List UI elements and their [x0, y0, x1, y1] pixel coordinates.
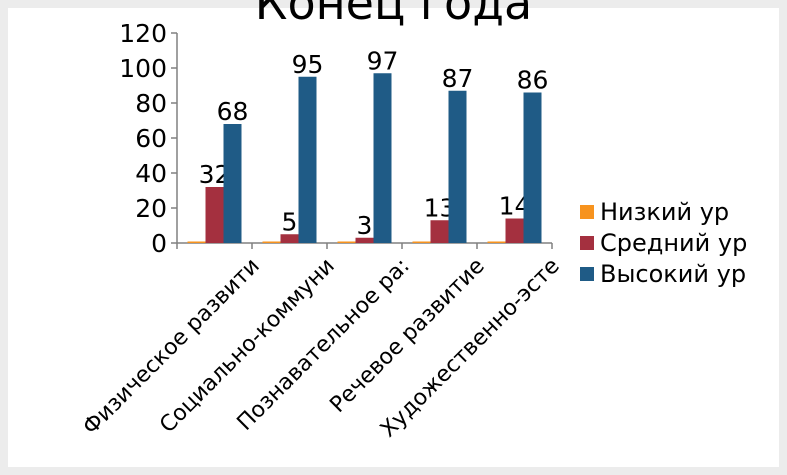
legend-swatch — [580, 267, 594, 281]
bar-medium — [280, 234, 299, 243]
bar-medium — [505, 218, 524, 243]
bar-high — [298, 76, 317, 243]
bar-medium — [205, 187, 224, 243]
bar-low — [337, 241, 356, 243]
bar-low — [187, 241, 206, 243]
bar-low — [487, 241, 506, 243]
y-tick-label: 120 — [119, 19, 167, 48]
bar-high — [448, 90, 467, 243]
bar-medium — [355, 237, 374, 243]
y-tick-label: 60 — [135, 124, 167, 153]
bar-high — [223, 124, 242, 243]
bar-low — [412, 241, 431, 243]
data-label: 87 — [442, 64, 474, 93]
data-label: 86 — [517, 66, 549, 95]
legend-label: Низкий ур — [600, 198, 729, 226]
bar-high — [373, 73, 392, 243]
data-label: 95 — [292, 50, 324, 79]
chart-title: Конец года — [254, 0, 533, 30]
data-label: 97 — [367, 46, 399, 75]
bar-low — [262, 241, 281, 243]
y-tick-label: 100 — [119, 54, 167, 83]
data-label: 5 — [282, 207, 298, 236]
y-tick-label: 40 — [135, 159, 167, 188]
legend-label: Средний ур — [600, 229, 747, 257]
y-tick-label: 80 — [135, 89, 167, 118]
legend-swatch — [580, 236, 594, 250]
data-label: 68 — [217, 97, 249, 126]
y-tick-label: 0 — [151, 229, 167, 258]
bar-medium — [430, 220, 449, 243]
legend-swatch — [580, 205, 594, 219]
bar-high — [523, 92, 542, 243]
data-label: 3 — [357, 211, 373, 240]
y-tick-label: 20 — [135, 194, 167, 223]
legend-label: Высокий ур — [600, 260, 746, 288]
